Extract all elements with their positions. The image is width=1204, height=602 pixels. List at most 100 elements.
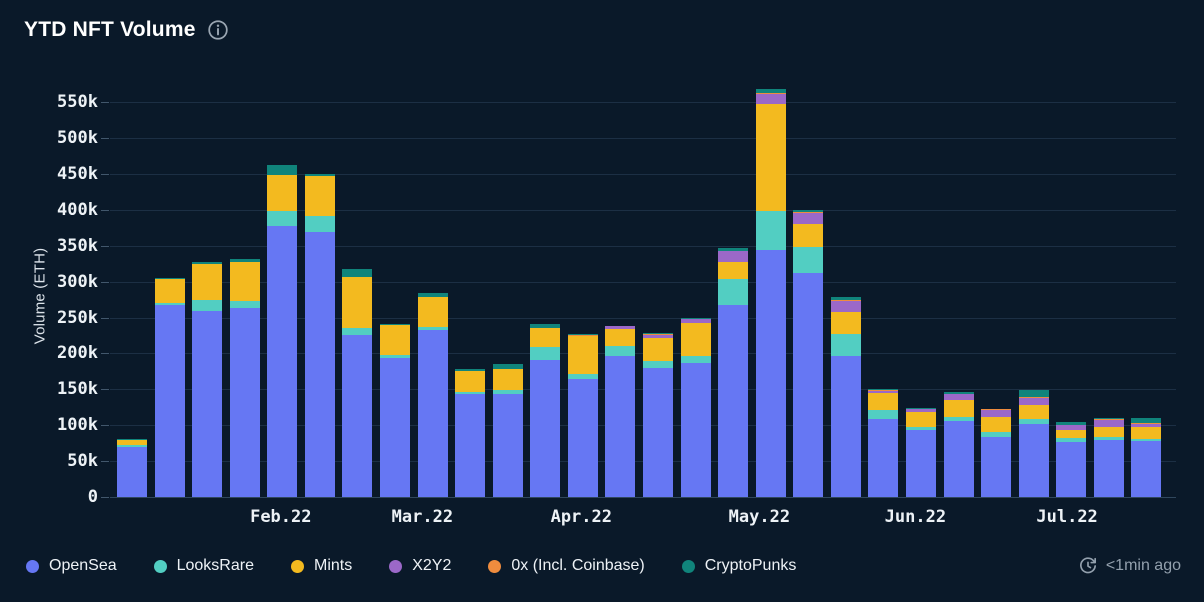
bar-segment-x2y2[interactable] bbox=[680, 318, 711, 324]
bar-segment-opensea[interactable] bbox=[567, 379, 598, 497]
bar-segment-mints[interactable] bbox=[417, 296, 448, 327]
bar-segment-x2y2[interactable] bbox=[1056, 425, 1087, 430]
bar-week-23[interactable] bbox=[943, 391, 974, 497]
bar-segment-mints[interactable] bbox=[455, 370, 486, 393]
legend-item-x2y2[interactable]: X2Y2 bbox=[389, 557, 451, 575]
bar-segment-0x-incl-coinbase[interactable] bbox=[718, 250, 749, 252]
bar-segment-opensea[interactable] bbox=[492, 393, 523, 497]
bar-segment-x2y2[interactable] bbox=[981, 410, 1012, 417]
bar-segment-cryptopunks[interactable] bbox=[1131, 418, 1162, 424]
bar-segment-0x-incl-coinbase[interactable] bbox=[1056, 424, 1087, 426]
bar-segment-cryptopunks[interactable] bbox=[1093, 418, 1124, 420]
bar-segment-cryptopunks[interactable] bbox=[981, 408, 1012, 410]
legend-item-cryptopunks[interactable]: CryptoPunks bbox=[681, 557, 796, 575]
bar-segment-0x-incl-coinbase[interactable] bbox=[1018, 397, 1049, 398]
bar-segment-mints[interactable] bbox=[567, 336, 598, 374]
bar-segment-mints[interactable] bbox=[755, 104, 786, 212]
bar-segment-cryptopunks[interactable] bbox=[492, 363, 523, 369]
bar-segment-mints[interactable] bbox=[154, 279, 185, 304]
bar-week-9[interactable] bbox=[417, 293, 448, 497]
bar-segment-mints[interactable] bbox=[1018, 405, 1049, 420]
bar-segment-opensea[interactable] bbox=[267, 226, 298, 497]
bar-segment-looksrare[interactable] bbox=[492, 390, 523, 394]
bar-segment-mints[interactable] bbox=[868, 392, 899, 411]
bar-segment-looksrare[interactable] bbox=[793, 247, 824, 273]
bar-segment-x2y2[interactable] bbox=[793, 212, 824, 225]
bar-segment-cryptopunks[interactable] bbox=[455, 369, 486, 371]
bar-segment-looksrare[interactable] bbox=[943, 416, 974, 421]
bar-segment-cryptopunks[interactable] bbox=[530, 324, 561, 328]
bar-segment-looksrare[interactable] bbox=[567, 373, 598, 380]
bar-segment-mints[interactable] bbox=[229, 261, 260, 301]
bar-segment-opensea[interactable] bbox=[154, 305, 185, 497]
bar-segment-mints[interactable] bbox=[906, 411, 936, 427]
bar-segment-mints[interactable] bbox=[1131, 427, 1162, 439]
bar-segment-looksrare[interactable] bbox=[192, 300, 223, 312]
bar-segment-opensea[interactable] bbox=[417, 330, 448, 497]
bar-segment-cryptopunks[interactable] bbox=[342, 268, 373, 278]
bar-segment-opensea[interactable] bbox=[229, 308, 260, 497]
bar-segment-cryptopunks[interactable] bbox=[906, 408, 936, 409]
bar-segment-looksrare[interactable] bbox=[417, 326, 448, 331]
bar-week-8[interactable] bbox=[380, 323, 410, 497]
bar-segment-cryptopunks[interactable] bbox=[380, 323, 410, 326]
bar-segment-0x-incl-coinbase[interactable] bbox=[906, 408, 936, 410]
bar-segment-opensea[interactable] bbox=[981, 436, 1012, 497]
bar-segment-cryptopunks[interactable] bbox=[943, 391, 974, 394]
bar-week-25[interactable] bbox=[1018, 390, 1049, 497]
bar-segment-opensea[interactable] bbox=[304, 232, 335, 497]
bar-week-22[interactable] bbox=[906, 408, 936, 497]
bar-segment-looksrare[interactable] bbox=[718, 278, 749, 305]
bar-week-24[interactable] bbox=[981, 408, 1012, 497]
bar-segment-x2y2[interactable] bbox=[643, 334, 673, 338]
bar-week-7[interactable] bbox=[342, 268, 373, 497]
bar-segment-mints[interactable] bbox=[830, 311, 861, 335]
bar-segment-opensea[interactable] bbox=[793, 272, 824, 497]
bar-segment-opensea[interactable] bbox=[605, 355, 636, 497]
bar-segment-mints[interactable] bbox=[643, 337, 673, 361]
bar-segment-cryptopunks[interactable] bbox=[229, 258, 260, 262]
bar-segment-looksrare[interactable] bbox=[1093, 437, 1124, 440]
bar-segment-looksrare[interactable] bbox=[342, 328, 373, 336]
bar-segment-mints[interactable] bbox=[1056, 429, 1087, 439]
bar-segment-opensea[interactable] bbox=[643, 368, 673, 497]
bar-week-3[interactable] bbox=[192, 262, 223, 497]
bar-segment-looksrare[interactable] bbox=[1018, 419, 1049, 424]
bar-segment-cryptopunks[interactable] bbox=[793, 209, 824, 212]
bar-segment-opensea[interactable] bbox=[117, 446, 147, 497]
bar-segment-cryptopunks[interactable] bbox=[417, 293, 448, 297]
bar-segment-x2y2[interactable] bbox=[1018, 397, 1049, 406]
bar-segment-opensea[interactable] bbox=[380, 357, 410, 497]
bar-week-6[interactable] bbox=[304, 173, 335, 497]
bar-segment-mints[interactable] bbox=[680, 323, 711, 356]
bar-segment-x2y2[interactable] bbox=[755, 93, 786, 105]
bar-week-4[interactable] bbox=[229, 258, 260, 497]
bar-week-2[interactable] bbox=[154, 278, 185, 497]
bar-segment-cryptopunks[interactable] bbox=[117, 438, 147, 440]
bar-segment-opensea[interactable] bbox=[530, 359, 561, 497]
bar-segment-0x-incl-coinbase[interactable] bbox=[981, 409, 1012, 411]
bar-segment-opensea[interactable] bbox=[718, 304, 749, 497]
bar-segment-0x-incl-coinbase[interactable] bbox=[643, 334, 673, 335]
bar-segment-cryptopunks[interactable] bbox=[304, 173, 335, 177]
bar-segment-x2y2[interactable] bbox=[1131, 423, 1162, 428]
bar-segment-looksrare[interactable] bbox=[755, 211, 786, 251]
bar-segment-mints[interactable] bbox=[304, 176, 335, 217]
bar-segment-looksrare[interactable] bbox=[530, 346, 561, 360]
bar-segment-opensea[interactable] bbox=[943, 420, 974, 497]
bar-week-20[interactable] bbox=[830, 296, 861, 497]
bar-segment-cryptopunks[interactable] bbox=[830, 296, 861, 301]
bar-segment-opensea[interactable] bbox=[906, 430, 936, 497]
bar-segment-looksrare[interactable] bbox=[1131, 438, 1162, 441]
bar-segment-0x-incl-coinbase[interactable] bbox=[1093, 419, 1124, 421]
bar-segment-mints[interactable] bbox=[380, 325, 410, 355]
bar-week-1[interactable] bbox=[117, 438, 147, 497]
bar-segment-opensea[interactable] bbox=[1131, 441, 1162, 497]
bar-segment-looksrare[interactable] bbox=[229, 301, 260, 309]
bar-segment-looksrare[interactable] bbox=[643, 360, 673, 369]
bar-segment-looksrare[interactable] bbox=[605, 345, 636, 356]
bar-week-27[interactable] bbox=[1093, 418, 1124, 497]
bar-segment-mints[interactable] bbox=[267, 174, 298, 211]
bar-segment-0x-incl-coinbase[interactable] bbox=[755, 92, 786, 94]
bar-week-18[interactable] bbox=[755, 89, 786, 497]
